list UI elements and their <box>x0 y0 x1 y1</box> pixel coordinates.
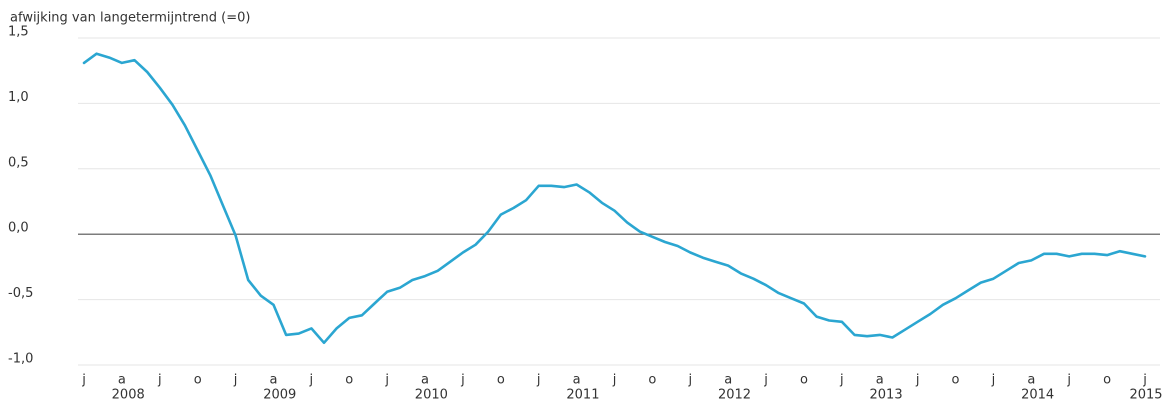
year-label: 2008 <box>112 388 145 401</box>
x-tick-label: a <box>118 373 126 388</box>
year-label: 2014 <box>1021 388 1054 401</box>
x-tick-label: a <box>876 373 884 388</box>
x-tick-label: a <box>573 373 581 388</box>
y-tick-label: 1,5 <box>8 25 29 40</box>
y-tick-label: 0,0 <box>8 221 29 236</box>
x-tick-label: a <box>1027 373 1035 388</box>
x-tick-label: o <box>497 373 505 388</box>
y-tick-label: -0,5 <box>8 286 33 301</box>
x-tick-label: j <box>157 373 162 388</box>
y-tick-label: -1,0 <box>8 352 33 367</box>
data-line <box>82 52 1147 345</box>
x-tick-label: j <box>81 373 86 388</box>
x-tick-label: j <box>1142 373 1147 388</box>
x-tick-label: j <box>460 373 465 388</box>
x-tick-label: j <box>687 373 692 388</box>
x-tick-label: j <box>763 373 768 388</box>
x-tick-label: j <box>915 373 920 388</box>
x-tick-label: j <box>233 373 238 388</box>
x-tick-label: j <box>536 373 541 388</box>
x-tick-label: o <box>345 373 353 388</box>
x-tick-label: o <box>194 373 202 388</box>
x-tick-label: j <box>309 373 314 388</box>
x-tick-label: o <box>952 373 960 388</box>
y-tick-label: 0,5 <box>8 155 29 170</box>
year-label: 2009 <box>263 388 296 401</box>
x-tick-label: j <box>839 373 844 388</box>
x-tick-label: j <box>1066 373 1071 388</box>
year-label: 2010 <box>415 388 448 401</box>
year-label: 2015 <box>1129 388 1162 401</box>
x-tick-label: a <box>421 373 429 388</box>
y-tick-label: 1,0 <box>8 90 29 105</box>
x-tick-label: o <box>1103 373 1111 388</box>
x-tick-label: j <box>612 373 617 388</box>
x-tick-label: a <box>269 373 277 388</box>
year-label: 2011 <box>566 388 599 401</box>
year-label: 2012 <box>718 388 751 401</box>
y-axis-label: afwijking van langetermijntrend (=0) <box>10 11 250 26</box>
x-tick-label: j <box>384 373 389 388</box>
x-tick-label: j <box>991 373 996 388</box>
year-label: 2013 <box>870 388 903 401</box>
x-tick-label: a <box>724 373 732 388</box>
x-tick-label: o <box>800 373 808 388</box>
x-tick-label: o <box>648 373 656 388</box>
